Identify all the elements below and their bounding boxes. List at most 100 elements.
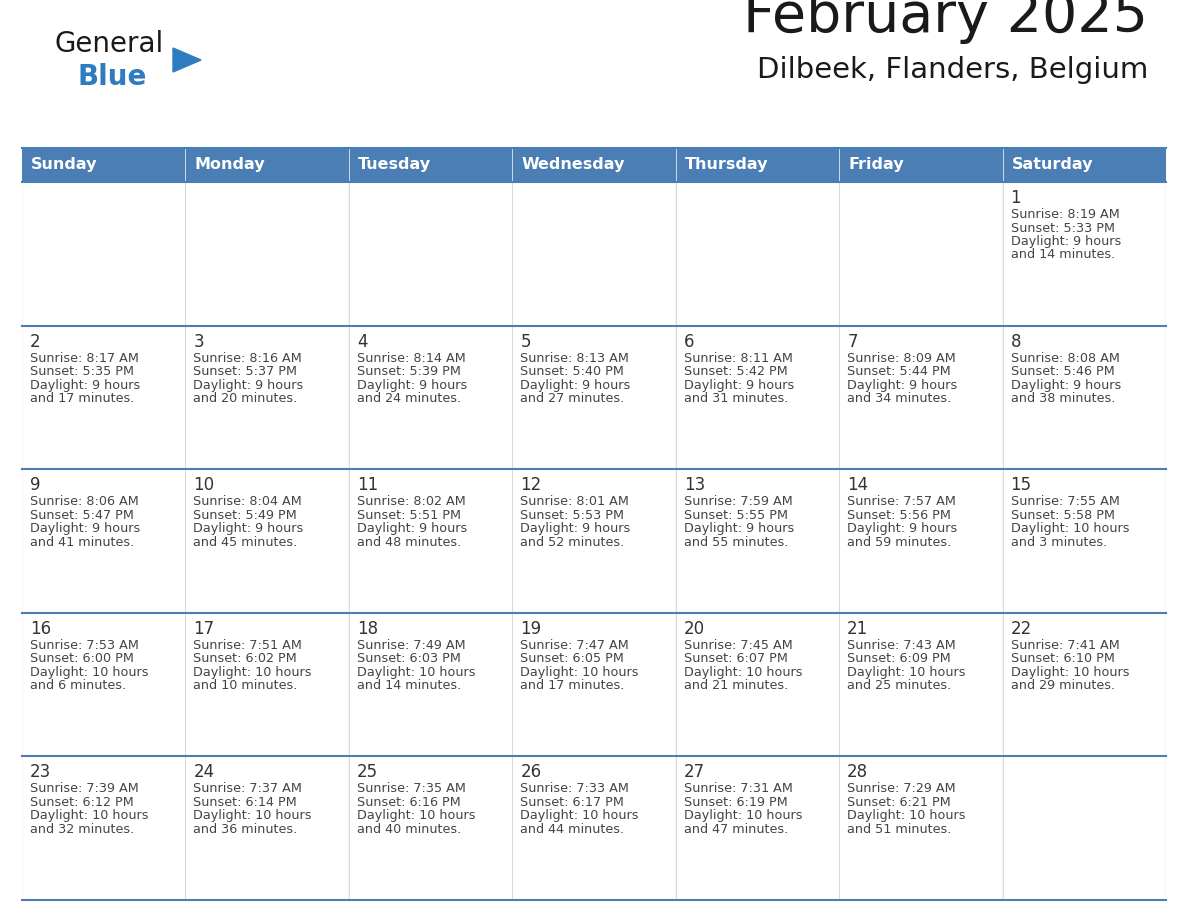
Text: Daylight: 10 hours: Daylight: 10 hours	[847, 810, 966, 823]
Bar	[512, 148, 676, 182]
Text: 25: 25	[356, 764, 378, 781]
Text: 10: 10	[194, 476, 215, 494]
Text: Daylight: 10 hours: Daylight: 10 hours	[30, 666, 148, 678]
Bar	[676, 757, 839, 900]
Text: Daylight: 9 hours: Daylight: 9 hours	[194, 522, 304, 535]
Text: General: General	[55, 30, 164, 58]
Bar	[23, 183, 185, 325]
Text: Sunset: 6:03 PM: Sunset: 6:03 PM	[356, 653, 461, 666]
Bar	[513, 470, 675, 612]
Text: Sunrise: 8:14 AM: Sunrise: 8:14 AM	[356, 352, 466, 364]
Bar	[676, 470, 839, 612]
Bar	[187, 757, 348, 900]
Text: Sunrise: 8:02 AM: Sunrise: 8:02 AM	[356, 495, 466, 509]
Bar	[1003, 148, 1165, 182]
Text: Friday: Friday	[848, 158, 904, 173]
Text: Sunrise: 7:53 AM: Sunrise: 7:53 AM	[30, 639, 139, 652]
Text: Sunset: 6:02 PM: Sunset: 6:02 PM	[194, 653, 297, 666]
Text: 19: 19	[520, 620, 542, 638]
Text: 16: 16	[30, 620, 51, 638]
Text: Sunrise: 8:11 AM: Sunrise: 8:11 AM	[684, 352, 792, 364]
Text: Daylight: 9 hours: Daylight: 9 hours	[356, 522, 467, 535]
Text: 26: 26	[520, 764, 542, 781]
Text: Sunset: 6:19 PM: Sunset: 6:19 PM	[684, 796, 788, 809]
Text: Sunrise: 7:51 AM: Sunrise: 7:51 AM	[194, 639, 302, 652]
Text: 1: 1	[1011, 189, 1022, 207]
Text: Daylight: 9 hours: Daylight: 9 hours	[520, 378, 631, 392]
Text: Sunset: 6:17 PM: Sunset: 6:17 PM	[520, 796, 624, 809]
Text: Tuesday: Tuesday	[358, 158, 431, 173]
Bar	[23, 757, 185, 900]
Text: Sunrise: 8:19 AM: Sunrise: 8:19 AM	[1011, 208, 1119, 221]
Text: Sunrise: 7:45 AM: Sunrise: 7:45 AM	[684, 639, 792, 652]
Text: 3: 3	[194, 332, 204, 351]
Text: and 10 minutes.: and 10 minutes.	[194, 679, 298, 692]
Text: 20: 20	[684, 620, 704, 638]
Text: Sunrise: 8:08 AM: Sunrise: 8:08 AM	[1011, 352, 1119, 364]
Text: and 24 minutes.: and 24 minutes.	[356, 392, 461, 405]
Text: Sunrise: 8:17 AM: Sunrise: 8:17 AM	[30, 352, 139, 364]
Text: Sunrise: 7:47 AM: Sunrise: 7:47 AM	[520, 639, 628, 652]
Text: Daylight: 10 hours: Daylight: 10 hours	[520, 810, 639, 823]
Text: Daylight: 10 hours: Daylight: 10 hours	[30, 810, 148, 823]
Text: 22: 22	[1011, 620, 1032, 638]
Text: Daylight: 9 hours: Daylight: 9 hours	[847, 378, 958, 392]
Bar	[23, 326, 185, 469]
Text: 21: 21	[847, 620, 868, 638]
Text: 11: 11	[356, 476, 378, 494]
Bar	[23, 148, 185, 182]
Text: Sunrise: 8:04 AM: Sunrise: 8:04 AM	[194, 495, 302, 509]
Text: Daylight: 9 hours: Daylight: 9 hours	[30, 522, 140, 535]
Text: and 32 minutes.: and 32 minutes.	[30, 823, 134, 836]
Bar	[349, 470, 512, 612]
Text: and 6 minutes.: and 6 minutes.	[30, 679, 126, 692]
Bar	[349, 326, 512, 469]
Text: and 31 minutes.: and 31 minutes.	[684, 392, 788, 405]
Bar	[349, 183, 512, 325]
Text: Daylight: 9 hours: Daylight: 9 hours	[356, 378, 467, 392]
Text: Sunset: 6:21 PM: Sunset: 6:21 PM	[847, 796, 950, 809]
Text: Sunset: 5:44 PM: Sunset: 5:44 PM	[847, 365, 950, 378]
Text: 14: 14	[847, 476, 868, 494]
Bar	[513, 757, 675, 900]
Text: Sunrise: 7:59 AM: Sunrise: 7:59 AM	[684, 495, 792, 509]
Bar	[349, 757, 512, 900]
Bar	[349, 148, 512, 182]
Text: and 14 minutes.: and 14 minutes.	[356, 679, 461, 692]
Text: 27: 27	[684, 764, 704, 781]
Text: Sunset: 6:12 PM: Sunset: 6:12 PM	[30, 796, 134, 809]
Text: Sunrise: 8:09 AM: Sunrise: 8:09 AM	[847, 352, 956, 364]
Text: 24: 24	[194, 764, 215, 781]
Text: Daylight: 9 hours: Daylight: 9 hours	[30, 378, 140, 392]
Text: and 40 minutes.: and 40 minutes.	[356, 823, 461, 836]
Text: Saturday: Saturday	[1011, 158, 1093, 173]
Text: and 45 minutes.: and 45 minutes.	[194, 536, 298, 549]
Text: Sunrise: 7:49 AM: Sunrise: 7:49 AM	[356, 639, 466, 652]
Text: Sunset: 6:00 PM: Sunset: 6:00 PM	[30, 653, 134, 666]
Text: and 51 minutes.: and 51 minutes.	[847, 823, 952, 836]
Bar	[1003, 326, 1165, 469]
Text: and 14 minutes.: and 14 minutes.	[1011, 249, 1114, 262]
Bar	[676, 613, 839, 756]
Text: and 48 minutes.: and 48 minutes.	[356, 536, 461, 549]
Text: Daylight: 9 hours: Daylight: 9 hours	[684, 522, 794, 535]
Text: Sunset: 5:58 PM: Sunset: 5:58 PM	[1011, 509, 1114, 521]
Text: and 17 minutes.: and 17 minutes.	[520, 679, 625, 692]
Bar	[1003, 613, 1165, 756]
Text: Sunrise: 8:06 AM: Sunrise: 8:06 AM	[30, 495, 139, 509]
Text: Daylight: 10 hours: Daylight: 10 hours	[684, 666, 802, 678]
Text: Blue: Blue	[77, 63, 146, 91]
Text: Sunset: 6:09 PM: Sunset: 6:09 PM	[847, 653, 950, 666]
Text: Daylight: 10 hours: Daylight: 10 hours	[1011, 666, 1129, 678]
Text: Monday: Monday	[195, 158, 265, 173]
Bar	[23, 469, 1165, 613]
Text: Sunrise: 8:13 AM: Sunrise: 8:13 AM	[520, 352, 630, 364]
Text: and 44 minutes.: and 44 minutes.	[520, 823, 625, 836]
Text: Wednesday: Wednesday	[522, 158, 625, 173]
Text: and 41 minutes.: and 41 minutes.	[30, 536, 134, 549]
Text: Daylight: 10 hours: Daylight: 10 hours	[356, 666, 475, 678]
Text: 2: 2	[30, 332, 40, 351]
Text: Dilbeek, Flanders, Belgium: Dilbeek, Flanders, Belgium	[757, 56, 1148, 84]
Text: 28: 28	[847, 764, 868, 781]
Text: Sunset: 6:07 PM: Sunset: 6:07 PM	[684, 653, 788, 666]
